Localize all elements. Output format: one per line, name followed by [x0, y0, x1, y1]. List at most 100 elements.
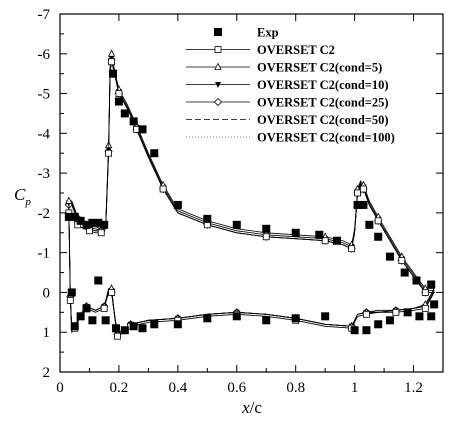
y-tick-label: 0: [43, 285, 51, 301]
legend-entry: OVERSET C2(cond=10): [186, 78, 389, 92]
plot-frame: [59, 13, 444, 373]
data-point: [430, 300, 439, 309]
data-point: [315, 230, 324, 239]
y-tick-label: -5: [38, 87, 51, 103]
data-point: [353, 200, 362, 209]
x-tick-label: 1: [351, 380, 359, 396]
x-axis-title: x/c: [241, 398, 262, 417]
x-tick-label: 0.8: [286, 380, 305, 396]
legend-entry: OVERSET C2(cond=25): [186, 96, 389, 110]
x-tick-label: 1.2: [404, 380, 423, 396]
data-point: [385, 316, 394, 325]
x-tick-label: 0.6: [227, 380, 246, 396]
y-tick-label: 1: [43, 325, 51, 341]
y-tick-label: -1: [38, 246, 51, 262]
data-point: [362, 326, 371, 335]
data-point: [114, 332, 121, 340]
x-tick-label: 0: [56, 380, 64, 396]
legend-marker: [214, 46, 222, 53]
data-point: [291, 228, 300, 237]
data-point: [362, 310, 370, 318]
data-point: [100, 220, 109, 229]
legend-label: OVERSET C2(cond=50): [257, 113, 389, 127]
data-point: [100, 304, 108, 312]
y-axis-title-sub: p: [24, 196, 31, 208]
data-point: [65, 196, 73, 204]
y-axis-title: Cp: [14, 185, 31, 208]
data-point: [421, 304, 429, 312]
x-tick-label: 0.4: [168, 380, 187, 396]
legend-entry: OVERSET C2(cond=50): [186, 113, 389, 127]
legend-marker: [215, 82, 221, 88]
data-point: [374, 217, 382, 225]
y-tick-label: -6: [38, 47, 51, 63]
y-tick-label: -7: [38, 7, 51, 23]
data-point: [421, 289, 429, 296]
data-point: [97, 229, 105, 237]
data-point: [66, 296, 74, 304]
data-point: [321, 312, 330, 321]
legend: Exp OVERSET C2 OVERSET C2(cond=5) OVERSET C…: [186, 26, 395, 145]
data-point: [203, 314, 212, 323]
ticks-layer: 0 0.2 0.4 0.6 0.8 1 1.2 -7 -6 -5 -4 -3 -2 -1 0 1 2: [38, 7, 444, 396]
x-axis-title-main: x: [241, 398, 250, 417]
data-point: [150, 149, 159, 158]
data-point: [76, 216, 85, 225]
data-point: [374, 232, 383, 241]
data-point: [291, 314, 300, 323]
data-point: [114, 97, 123, 106]
y-axis-title-main: C: [14, 185, 26, 204]
data-point: [109, 69, 118, 78]
data-point: [150, 320, 159, 329]
data-point: [348, 245, 356, 253]
legend-label: OVERSET C2(cond=25): [257, 96, 389, 110]
data-point: [412, 276, 421, 285]
data-point: [94, 218, 103, 227]
legend-label: OVERSET C2(cond=5): [257, 61, 382, 75]
y-tick-label: 2: [43, 365, 51, 381]
data-point: [111, 324, 120, 333]
data-point: [173, 320, 182, 329]
data-point: [359, 200, 368, 209]
data-point: [354, 189, 361, 197]
legend-entry: OVERSET C2: [186, 43, 335, 57]
data-point: [262, 233, 270, 241]
x-axis-title-unit: /c: [250, 398, 263, 417]
data-point: [129, 322, 138, 331]
legend-label: Exp: [257, 26, 279, 40]
data-point: [173, 200, 182, 209]
data-point: [70, 212, 79, 221]
data-point: [76, 312, 85, 321]
data-point: [67, 288, 76, 297]
data-point: [64, 212, 73, 221]
legend-marker: [213, 97, 223, 107]
data-point: [350, 326, 359, 335]
series-0: [64, 69, 439, 335]
data-point: [115, 90, 123, 97]
legend-entry: OVERSET C2(cond=100): [186, 131, 395, 145]
legend-label: OVERSET C2(cond=100): [257, 131, 395, 145]
data-point: [398, 257, 406, 265]
data-point: [101, 316, 110, 325]
data-point: [82, 304, 91, 313]
legend-entry: OVERSET C2(cond=5): [186, 61, 382, 75]
data-point: [108, 289, 115, 296]
y-tick-label: -2: [38, 206, 51, 222]
data-point: [82, 220, 91, 229]
data-point: [138, 125, 147, 134]
data-point: [120, 109, 129, 118]
legend-marker: [214, 28, 222, 36]
data-point: [88, 316, 97, 325]
data-point: [88, 218, 97, 227]
data-point: [108, 55, 115, 62]
legend-marker: [214, 62, 222, 70]
legend-entry: Exp: [214, 26, 279, 40]
data-point: [138, 324, 147, 333]
x-tick-label: 0.2: [110, 380, 129, 396]
data-point: [129, 117, 138, 126]
data-point: [332, 236, 341, 245]
data-point: [365, 220, 374, 229]
y-tick-label: -3: [38, 166, 51, 182]
data-point: [94, 276, 103, 285]
data-point: [70, 322, 79, 331]
